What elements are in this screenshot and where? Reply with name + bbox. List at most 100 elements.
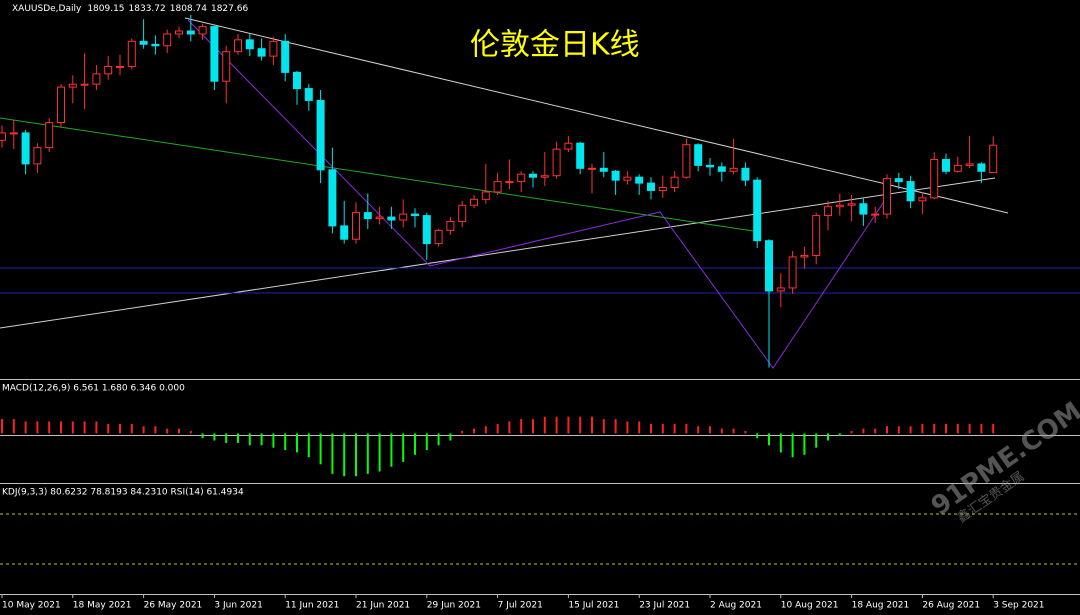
macd-bar — [107, 423, 110, 434]
x-tick-label: 21 Jun 2021 — [356, 601, 410, 611]
macd-bar — [614, 419, 617, 434]
macd-bar — [366, 433, 369, 474]
x-tick-label: 3 Jun 2021 — [214, 601, 262, 611]
candle-body — [611, 170, 620, 181]
candle-body — [293, 71, 301, 90]
candle-body — [33, 147, 42, 165]
macd-bar — [803, 433, 806, 455]
macd-bar — [71, 421, 74, 434]
macd-bar — [756, 433, 759, 439]
candle-body — [493, 181, 502, 193]
x-tick-label: 18 Aug 2021 — [852, 601, 910, 611]
macd-bar — [838, 433, 841, 436]
trend-line — [0, 177, 996, 329]
candle-body — [116, 65, 124, 68]
macd-bar — [130, 423, 133, 434]
candle-body — [328, 169, 337, 227]
macd-bar — [331, 433, 334, 474]
macd-bar — [189, 431, 192, 434]
candle-body — [706, 164, 714, 168]
macd-bar — [579, 416, 582, 434]
chart-title: 伦敦金日K线 — [470, 28, 640, 63]
candle-body — [824, 206, 832, 217]
candle-body — [281, 40, 290, 73]
macd-bar — [886, 426, 888, 434]
macd-bar — [166, 428, 169, 434]
macd-bar — [390, 433, 393, 467]
x-tick-label: 7 Jul 2021 — [498, 601, 543, 611]
macd-bar — [272, 433, 275, 448]
candle-body — [753, 179, 762, 242]
candle-body — [800, 254, 809, 258]
candle-body — [599, 167, 608, 172]
macd-bar — [956, 423, 959, 434]
x-tick-label: 23 Jul 2021 — [639, 601, 690, 611]
macd-bar — [697, 426, 700, 434]
candle-body — [540, 175, 549, 178]
candle-body — [776, 287, 785, 292]
macd-bar — [897, 426, 900, 434]
candle-body — [234, 39, 242, 53]
x-tick-label: 10 Aug 2021 — [781, 601, 839, 611]
candle-body — [965, 163, 974, 166]
macd-bar — [768, 433, 770, 446]
last-close: 1827.66 — [211, 4, 248, 14]
macd-bar — [142, 426, 145, 434]
macd-bar — [591, 416, 593, 434]
candle-body — [871, 213, 880, 216]
macd-bar — [260, 433, 263, 446]
x-tick-label: 10 May 2021 — [2, 601, 61, 611]
macd-bar — [225, 433, 228, 443]
candle-body — [340, 225, 349, 240]
macd-bar — [83, 421, 86, 434]
macd-bar — [319, 433, 322, 465]
candle-body — [434, 229, 443, 245]
macd-bar — [661, 423, 664, 434]
trend-line — [184, 17, 1009, 214]
macd-bar — [119, 423, 121, 434]
candle-body — [647, 182, 655, 191]
macd-bar — [779, 433, 782, 453]
candle-body — [245, 39, 254, 50]
macd-bar — [791, 433, 794, 458]
candle-body — [576, 142, 585, 169]
last-low: 1808.74 — [170, 4, 207, 14]
macd-bar — [508, 421, 511, 434]
candle-body — [422, 215, 431, 245]
candle-body — [623, 176, 632, 181]
candle-body — [257, 48, 266, 57]
macd-bar — [685, 423, 688, 434]
candle-body — [635, 176, 644, 184]
candle-body — [694, 144, 703, 166]
candle-body — [788, 256, 797, 289]
candle-body — [552, 148, 561, 177]
x-tick-label: 3 Sep 2021 — [993, 601, 1044, 611]
candle-body — [906, 181, 915, 202]
candle-body — [139, 40, 148, 45]
last-high: 1833.72 — [129, 4, 166, 14]
macd-bar — [154, 426, 157, 434]
candle-body — [670, 176, 679, 189]
candle-body — [682, 144, 691, 178]
macd-bar — [355, 433, 357, 477]
candle-body — [222, 51, 231, 82]
macd-bar — [425, 433, 428, 451]
trend-lines — [0, 17, 1080, 369]
macd-bar — [402, 433, 405, 462]
macd-bar — [520, 419, 523, 434]
macd-bar — [980, 423, 983, 434]
macd-bar — [284, 433, 287, 451]
candle-body — [930, 158, 939, 199]
candle-body — [918, 197, 927, 202]
macd-bar — [555, 416, 558, 434]
x-tick-label: 15 Jul 2021 — [568, 601, 619, 611]
candle-body — [387, 216, 396, 221]
candle-body — [564, 142, 573, 150]
x-tick-label: 26 Aug 2021 — [922, 601, 980, 611]
macd-bar — [567, 416, 570, 434]
macd-bar — [602, 419, 605, 434]
x-tick-label: 2 Aug 2021 — [710, 601, 762, 611]
candle-body — [375, 216, 384, 220]
candle-body — [57, 86, 65, 124]
